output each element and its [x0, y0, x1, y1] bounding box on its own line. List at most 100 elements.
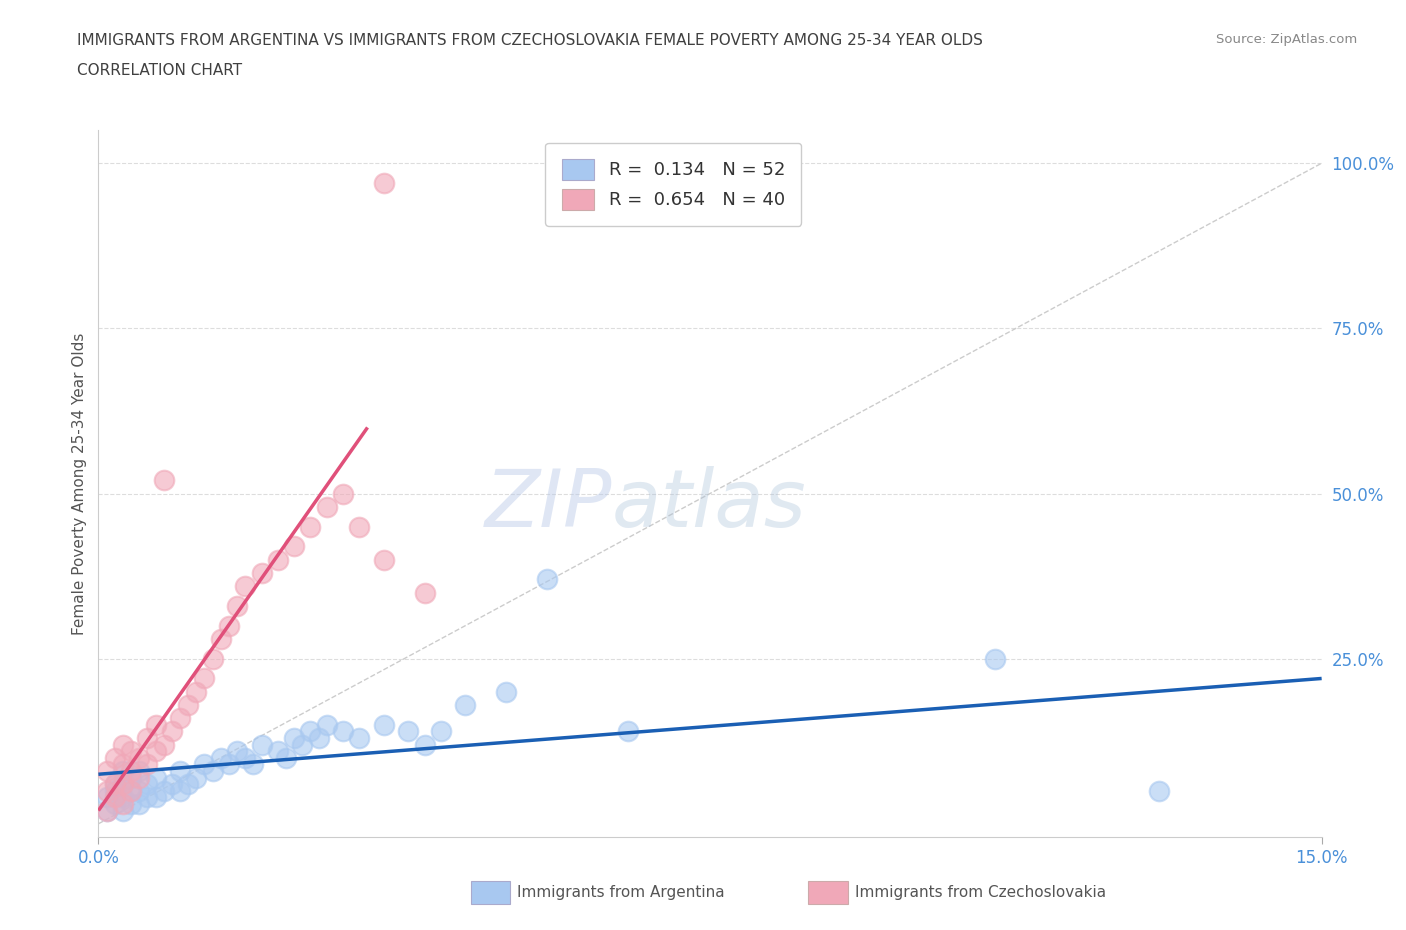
- Point: [96, 804, 118, 818]
- Text: Immigrants from Czechoslovakia: Immigrants from Czechoslovakia: [855, 885, 1107, 900]
- Point: [128, 796, 150, 811]
- Point: [120, 783, 142, 798]
- Point: [299, 724, 322, 738]
- Point: [111, 777, 134, 791]
- Point: [111, 804, 134, 818]
- Point: [96, 804, 118, 818]
- Point: [104, 796, 127, 811]
- Point: [152, 783, 174, 798]
- Point: [104, 790, 127, 804]
- Point: [128, 770, 150, 785]
- Point: [984, 651, 1007, 666]
- Point: [136, 757, 159, 772]
- Point: [152, 737, 174, 752]
- Point: [201, 651, 224, 666]
- Point: [104, 751, 127, 765]
- Point: [104, 777, 127, 791]
- Point: [169, 711, 191, 725]
- Point: [226, 598, 249, 613]
- Point: [267, 744, 290, 759]
- Point: [349, 519, 371, 534]
- Point: [136, 790, 159, 804]
- Point: [396, 724, 419, 738]
- Point: [242, 757, 264, 772]
- Point: [233, 578, 256, 593]
- Point: [349, 730, 371, 745]
- Point: [120, 796, 142, 811]
- Point: [111, 757, 134, 772]
- Point: [186, 684, 208, 699]
- Point: [430, 724, 453, 738]
- Point: [111, 777, 134, 791]
- Point: [177, 777, 200, 791]
- Point: [193, 671, 215, 686]
- Y-axis label: Female Poverty Among 25-34 Year Olds: Female Poverty Among 25-34 Year Olds: [72, 332, 87, 635]
- Point: [495, 684, 517, 699]
- Point: [218, 757, 240, 772]
- Point: [201, 764, 224, 778]
- Point: [209, 631, 232, 646]
- Point: [169, 764, 191, 778]
- Point: [193, 757, 215, 772]
- Point: [250, 737, 273, 752]
- Point: [373, 717, 395, 732]
- Text: atlas: atlas: [612, 466, 807, 544]
- Point: [274, 751, 297, 765]
- Point: [315, 717, 337, 732]
- Point: [96, 764, 118, 778]
- Text: CORRELATION CHART: CORRELATION CHART: [77, 63, 242, 78]
- Point: [120, 770, 142, 785]
- Text: ZIP: ZIP: [485, 466, 612, 544]
- Point: [128, 783, 150, 798]
- Point: [145, 770, 167, 785]
- Point: [145, 744, 167, 759]
- Point: [267, 552, 290, 567]
- Point: [1147, 783, 1170, 798]
- Point: [120, 744, 142, 759]
- Point: [111, 796, 134, 811]
- Point: [111, 764, 134, 778]
- Point: [226, 744, 249, 759]
- Point: [209, 751, 232, 765]
- Point: [186, 770, 208, 785]
- Point: [218, 618, 240, 633]
- Point: [177, 698, 200, 712]
- Point: [250, 565, 273, 580]
- Point: [373, 176, 395, 191]
- Point: [283, 538, 305, 553]
- Point: [111, 737, 134, 752]
- Point: [373, 552, 395, 567]
- Text: IMMIGRANTS FROM ARGENTINA VS IMMIGRANTS FROM CZECHOSLOVAKIA FEMALE POVERTY AMONG: IMMIGRANTS FROM ARGENTINA VS IMMIGRANTS …: [77, 33, 983, 47]
- Point: [332, 724, 354, 738]
- Point: [283, 730, 305, 745]
- Point: [111, 790, 134, 804]
- Point: [413, 585, 436, 600]
- Point: [536, 572, 558, 587]
- Point: [128, 751, 150, 765]
- Point: [233, 751, 256, 765]
- Text: Source: ZipAtlas.com: Source: ZipAtlas.com: [1216, 33, 1357, 46]
- Point: [291, 737, 314, 752]
- Point: [617, 724, 640, 738]
- Point: [160, 777, 183, 791]
- Point: [145, 790, 167, 804]
- Point: [120, 764, 142, 778]
- Point: [136, 777, 159, 791]
- Point: [332, 486, 354, 501]
- Point: [104, 783, 127, 798]
- Point: [96, 790, 118, 804]
- Legend: R =  0.134   N = 52, R =  0.654   N = 40: R = 0.134 N = 52, R = 0.654 N = 40: [546, 143, 801, 226]
- Point: [136, 730, 159, 745]
- Point: [120, 783, 142, 798]
- Point: [454, 698, 477, 712]
- Point: [96, 783, 118, 798]
- Point: [299, 519, 322, 534]
- Point: [104, 777, 127, 791]
- Point: [128, 764, 150, 778]
- Point: [315, 499, 337, 514]
- Point: [169, 783, 191, 798]
- Point: [152, 472, 174, 487]
- Point: [413, 737, 436, 752]
- Point: [160, 724, 183, 738]
- Point: [308, 730, 330, 745]
